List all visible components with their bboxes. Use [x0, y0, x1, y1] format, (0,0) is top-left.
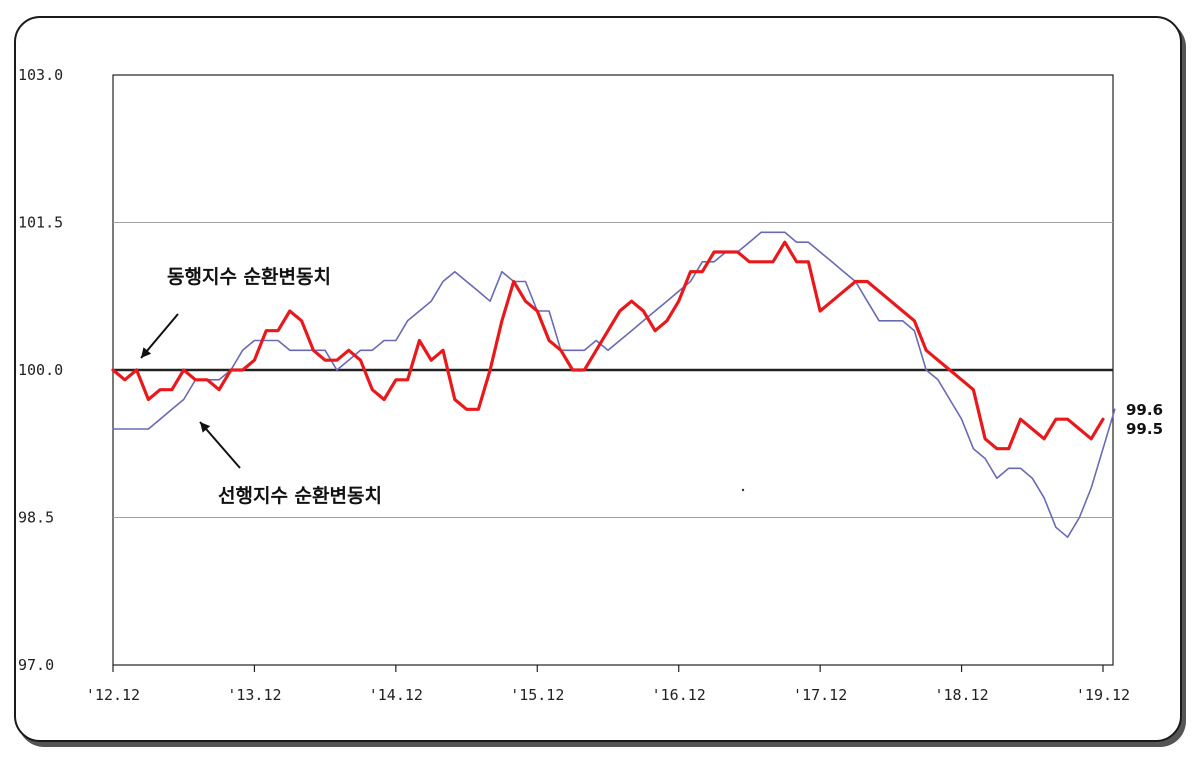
stray-dot [741, 488, 745, 492]
y-tick-label: 100.0 [18, 361, 63, 379]
y-tick-label: 101.5 [18, 214, 63, 232]
x-tick-label: '12.12 [86, 686, 140, 704]
x-tick-label: '15.12 [510, 686, 564, 704]
y-tick-label: 98.5 [18, 509, 54, 527]
arrow-leading [199, 421, 241, 469]
series-line-leading [112, 231, 1116, 539]
y-tick-label: 97.0 [18, 656, 54, 674]
annotation-coincident-label: 동행지수 순환변동치 [167, 266, 331, 288]
x-tick-label: '18.12 [934, 686, 988, 704]
end-value-label-leading: 99.6 [1126, 401, 1163, 419]
arrow-leading-head [200, 422, 211, 433]
arrow-coincident-head [141, 347, 152, 358]
series-line-coincident [111, 240, 1105, 451]
x-tick-label: '13.12 [227, 686, 281, 704]
x-tick-label: '16.12 [652, 686, 706, 704]
annotation-leading-label: 선행지수 순환변동치 [218, 485, 382, 507]
end-value-label-coincident: 99.5 [1126, 420, 1163, 438]
x-tick-label: '14.12 [369, 686, 423, 704]
y-tick-label: 103.0 [18, 66, 63, 84]
x-tick-label: '19.12 [1076, 686, 1130, 704]
x-tick-label: '17.12 [793, 686, 847, 704]
